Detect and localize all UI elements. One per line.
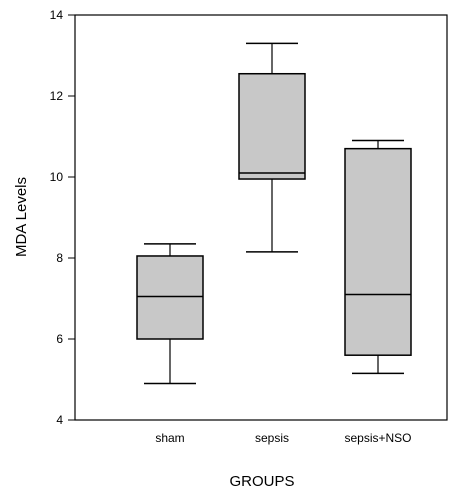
- box-sepsis-nso: [344, 139, 412, 375]
- plot-frame: [74, 14, 448, 421]
- y-tick-label: 14: [50, 8, 64, 22]
- x-axis: sham sepsis sepsis+NSO: [155, 431, 411, 445]
- y-tick-label: 8: [56, 251, 63, 265]
- iqr-box: [136, 255, 204, 340]
- box-sepsis: [238, 42, 306, 253]
- x-tick-label: sham: [155, 431, 184, 445]
- iqr-box: [344, 147, 412, 356]
- box-sham: [136, 243, 204, 385]
- box-series: [136, 42, 412, 385]
- y-tick-label: 10: [50, 170, 64, 184]
- y-tick-label: 12: [50, 89, 64, 103]
- x-tick-label: sepsis: [255, 431, 289, 445]
- x-tick-label: sepsis+NSO: [344, 431, 411, 445]
- y-axis: 4 6 8 10 12 14: [50, 8, 75, 427]
- y-tick-label: 6: [56, 332, 63, 346]
- x-axis-title: GROUPS: [229, 473, 294, 490]
- y-axis-title: MDA Levels: [13, 177, 30, 257]
- iqr-box: [238, 72, 306, 180]
- y-tick-label: 4: [56, 413, 63, 427]
